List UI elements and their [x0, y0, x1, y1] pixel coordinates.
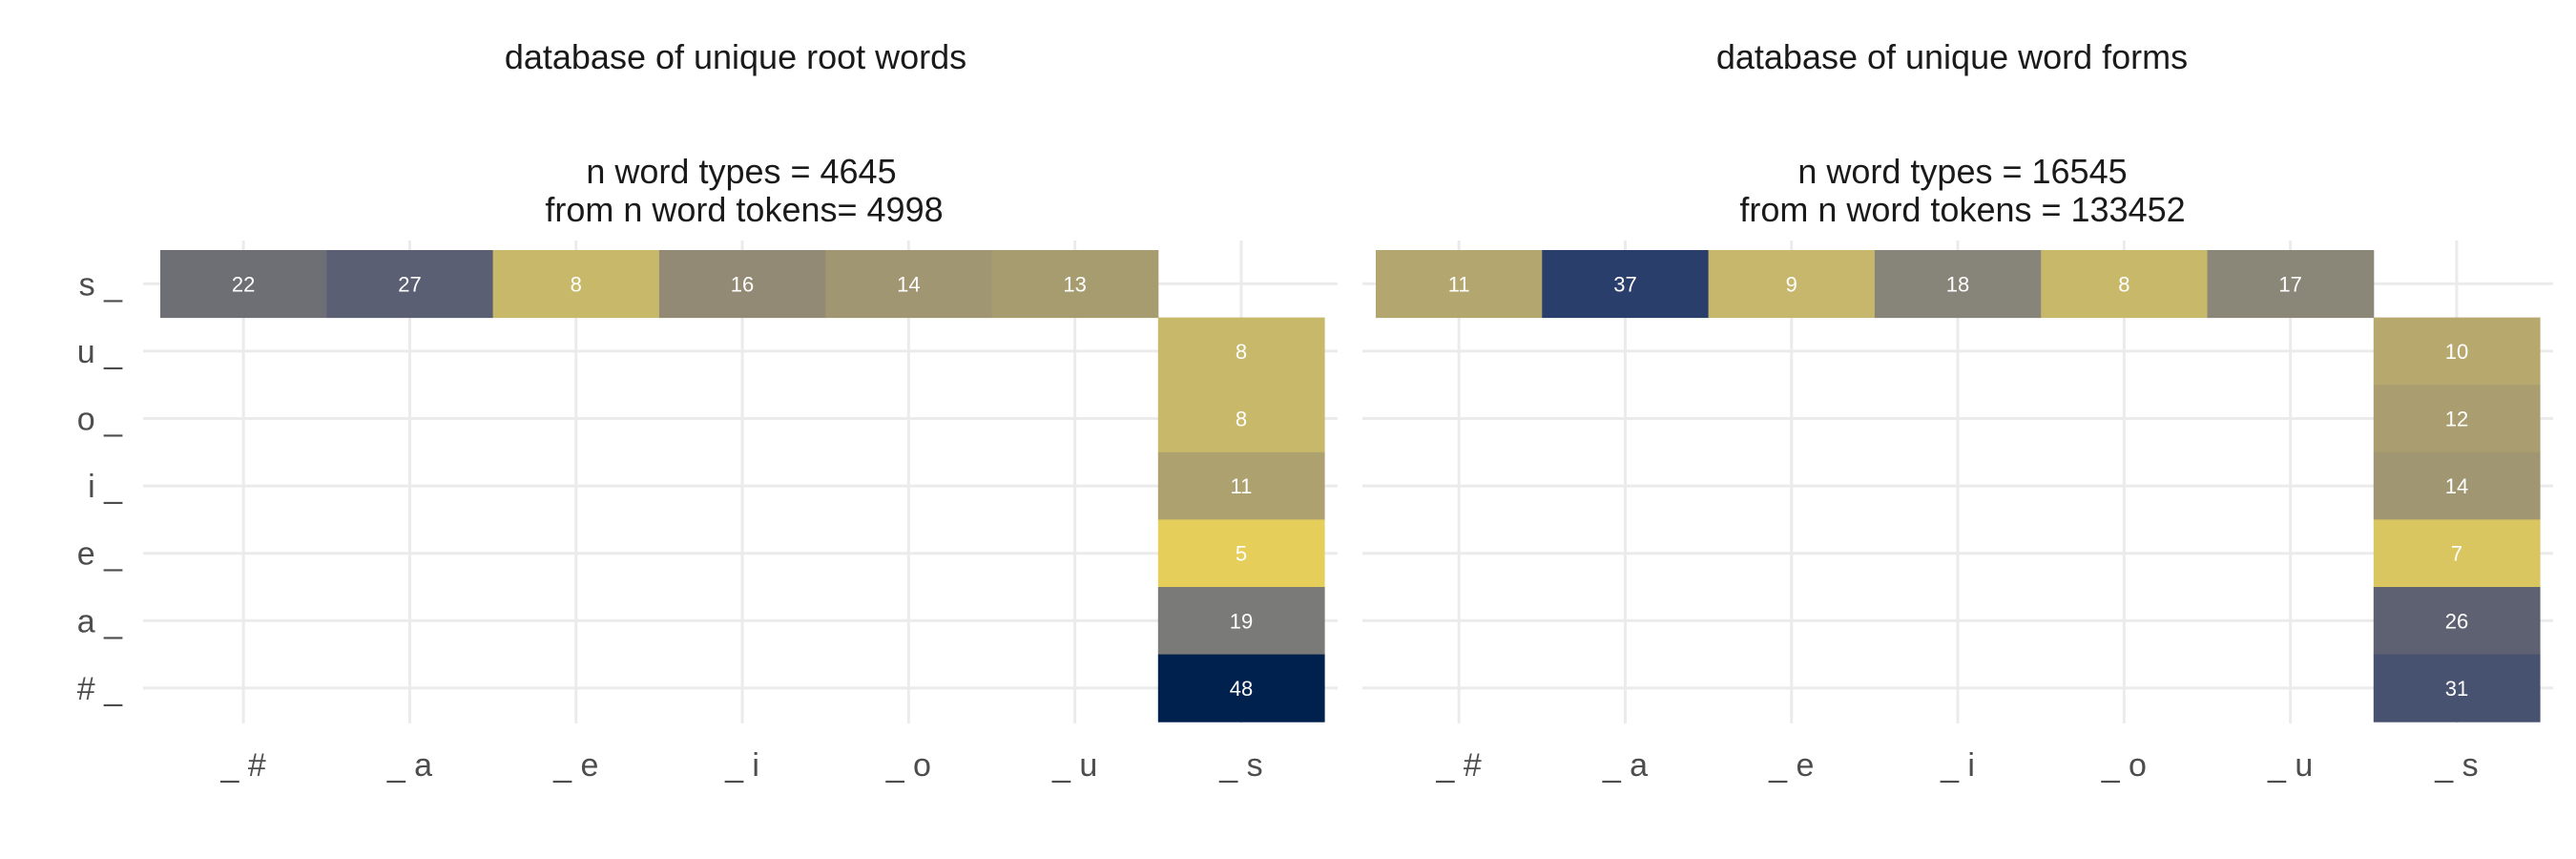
x-tick-label: _ s	[2434, 747, 2478, 784]
heatmap-cell	[1542, 250, 1710, 319]
cell-value-label: 8	[1236, 340, 1247, 364]
cell-value-label: 11	[1448, 272, 1470, 296]
heatmap-cell	[326, 250, 494, 319]
x-tick-label: _ o	[2101, 747, 2147, 784]
cell-value-label: 26	[2445, 609, 2468, 633]
cell-value-label: 31	[2445, 677, 2468, 701]
cell-value-label: 8	[571, 272, 582, 296]
cell-value-label: 12	[2445, 408, 2468, 431]
x-tick-label: _ e	[552, 747, 598, 784]
x-tick-label: _ i	[724, 747, 759, 784]
heatmap-cell	[2373, 519, 2541, 588]
panel-subtitle-line-1: n word types = 4645	[586, 152, 896, 191]
y-tick-label: # _	[77, 671, 123, 707]
heatmap-cell	[1157, 317, 1325, 386]
panel-word-forms: database of unique word forms n word typ…	[1362, 37, 2553, 784]
y-tick-label: e _	[77, 536, 123, 573]
heatmap-cell	[1376, 250, 1543, 319]
x-tick-label: _ o	[885, 747, 931, 784]
cell-value-label: 9	[1786, 272, 1797, 296]
heatmap-cell	[1157, 451, 1325, 520]
y-tick-label: s _	[79, 266, 123, 303]
heatmap-cell	[1157, 519, 1325, 588]
heatmap-cell	[658, 250, 826, 319]
cell-value-label: 27	[398, 272, 421, 296]
heatmap-cell	[2373, 587, 2541, 656]
cell-value-label: 18	[1946, 272, 1969, 296]
cell-value-label: 8	[2118, 272, 2129, 296]
cell-value-label: 48	[1230, 677, 1253, 701]
panel-subtitle-line-2: from n word tokens = 133452	[1739, 190, 2185, 229]
heatmap-cells: 22 27 8 16 14 13 8 8 11 5 19 48	[160, 250, 1325, 723]
cell-value-label: 5	[1236, 542, 1247, 566]
x-tick-label: _ #	[1436, 747, 1482, 784]
cell-value-label: 13	[1063, 272, 1086, 296]
cell-value-label: 11	[1231, 474, 1253, 498]
heatmap-cell	[160, 250, 327, 319]
heatmap-cell	[2373, 654, 2541, 723]
cell-value-label: 8	[1236, 408, 1247, 431]
heatmap-cells: 11 37 9 18 8 17 10 12 14 7 26 31	[1376, 250, 2541, 723]
heatmap-cell	[991, 250, 1159, 319]
cell-value-label: 16	[731, 272, 754, 296]
x-axis-tick-labels: _ # _ a _ e _ i _ o _ u _ s	[220, 747, 1263, 784]
cell-value-label: 7	[2451, 542, 2462, 566]
x-tick-label: _ u	[1051, 747, 1097, 784]
x-tick-label: _ u	[2267, 747, 2313, 784]
y-tick-label: u _	[77, 334, 123, 370]
grid	[1362, 241, 2553, 723]
heatmap-cell	[1157, 654, 1325, 723]
x-tick-label: _ s	[1218, 747, 1262, 784]
heatmap-cell	[825, 250, 992, 319]
x-axis-tick-labels: _ # _ a _ e _ i _ o _ u _ s	[1436, 747, 2479, 784]
heatmap-cell	[2373, 317, 2541, 386]
panel-subtitle-line-2: from n word tokens= 4998	[545, 190, 943, 229]
cell-value-label: 14	[2445, 474, 2468, 498]
heatmap-cell	[1874, 250, 2042, 319]
panel-root-words: database of unique root words n word typ…	[77, 37, 1338, 784]
cell-value-label: 37	[1613, 272, 1636, 296]
heatmap-cell	[1157, 587, 1325, 656]
cell-value-label: 19	[1230, 609, 1253, 633]
x-tick-label: _ a	[386, 747, 432, 784]
cell-value-label: 22	[232, 272, 255, 296]
cell-value-label: 17	[2278, 272, 2301, 296]
y-tick-label: a _	[77, 603, 123, 639]
heatmap-cell	[2373, 385, 2541, 453]
heatmap-cell	[2207, 250, 2375, 319]
cell-value-label: 10	[2445, 340, 2468, 364]
x-tick-label: _ i	[1940, 747, 1975, 784]
heatmap-cell	[2373, 451, 2541, 520]
x-tick-label: _ a	[1602, 747, 1648, 784]
heatmap-cell	[492, 250, 660, 319]
y-tick-label: i _	[88, 469, 123, 505]
heatmap-cell	[2041, 250, 2208, 319]
x-tick-label: _ #	[220, 747, 266, 784]
cell-value-label: 14	[897, 272, 920, 296]
panel-subtitle-line-1: n word types = 16545	[1797, 152, 2127, 191]
heatmap-cell	[1157, 385, 1325, 453]
panel-title: database of unique root words	[505, 37, 966, 76]
heatmap-cell	[1708, 250, 1876, 319]
y-tick-label: o _	[77, 402, 123, 438]
y-axis-tick-labels: # _ a _ e _ i _ o _ u _ s _	[77, 266, 123, 707]
panel-title: database of unique word forms	[1716, 37, 2188, 76]
x-tick-label: _ e	[1768, 747, 1814, 784]
